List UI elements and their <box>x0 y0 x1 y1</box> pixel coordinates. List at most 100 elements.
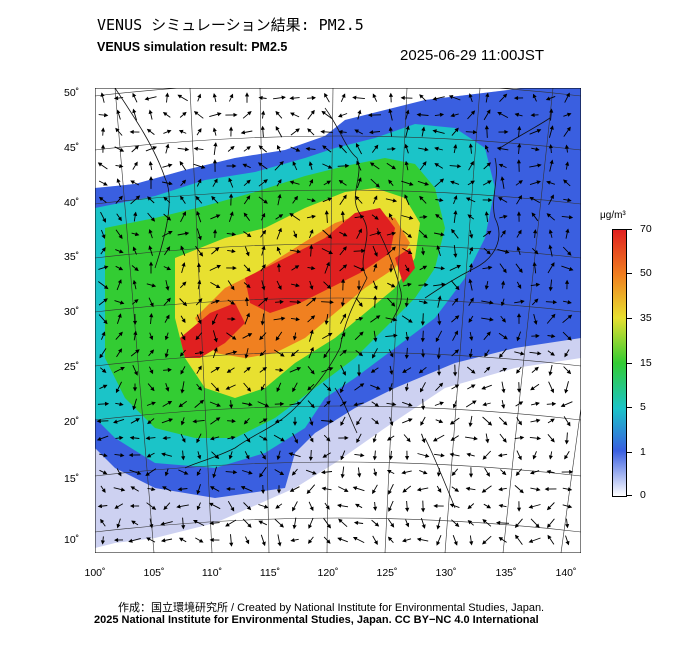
wind-arrowhead <box>168 231 173 235</box>
wind-arrowhead <box>391 246 396 251</box>
wind-arrowhead <box>356 372 362 377</box>
wind-arrowhead <box>177 487 182 492</box>
wind-arrowhead <box>405 109 410 115</box>
wind-arrowhead <box>514 112 520 117</box>
wind-arrowhead <box>198 298 203 303</box>
wind-arrowhead <box>482 402 487 407</box>
wind-arrowhead <box>432 437 438 442</box>
wind-arrowhead <box>515 471 521 476</box>
lat-label: 40˚ <box>64 197 80 209</box>
wind-arrowhead <box>358 316 364 321</box>
wind-arrowhead <box>548 287 553 292</box>
wind-arrowhead <box>129 129 134 135</box>
wind-arrowhead <box>295 317 300 322</box>
wind-arrowhead <box>449 503 455 508</box>
wind-arrowhead <box>533 229 538 234</box>
wind-arrowhead <box>326 386 332 392</box>
wind-arrowhead <box>448 95 454 100</box>
wind-arrowhead <box>454 315 460 320</box>
wind-arrowhead <box>327 332 333 337</box>
wind-arrowhead <box>373 540 378 545</box>
wind-arrowhead <box>469 541 474 546</box>
wind-arrowhead <box>455 285 460 291</box>
colorbar-tick-label: 0 <box>640 489 646 501</box>
wind-arrowhead <box>535 401 540 406</box>
colorbar-tick <box>627 273 632 274</box>
wind-arrowhead <box>243 419 249 425</box>
wind-arrowhead <box>311 95 316 101</box>
wind-arrowhead <box>128 538 133 543</box>
wind-arrowhead <box>327 197 333 202</box>
title-en: VENUS simulation result: PM2.5 <box>97 40 288 54</box>
wind-arrowhead <box>356 438 361 444</box>
wind-arrowhead <box>261 541 266 547</box>
wind-arrowhead <box>152 146 158 151</box>
wind-arrowhead <box>340 474 345 479</box>
wind-arrowhead <box>230 300 236 305</box>
wind-arrowhead <box>419 195 424 201</box>
wind-arrowhead <box>289 487 295 492</box>
wind-arrowhead <box>261 264 266 269</box>
wind-arrowhead <box>567 251 572 256</box>
wind-arrowhead <box>309 229 314 234</box>
wind-arrowhead <box>456 264 462 269</box>
wind-arrowhead <box>484 125 489 130</box>
wind-arrowhead <box>422 470 428 475</box>
wind-arrowhead <box>389 421 394 426</box>
wind-arrowhead <box>104 265 109 270</box>
wind-arrowhead <box>231 316 236 322</box>
colorbar-unit: μg/m³ <box>600 210 626 221</box>
wind-arrowhead <box>551 334 556 339</box>
wind-arrowhead <box>135 195 141 200</box>
wind-arrowhead <box>98 196 104 202</box>
wind-arrowhead <box>546 180 551 185</box>
wind-arrowhead <box>226 486 231 492</box>
wind-arrowhead <box>437 488 442 493</box>
wind-arrowhead <box>97 504 103 509</box>
colorbar-tick-label: 35 <box>640 312 652 324</box>
wind-arrowhead <box>134 145 140 150</box>
wind-arrowhead <box>320 129 325 134</box>
wind-arrowhead <box>567 112 572 117</box>
wind-arrowhead <box>439 178 445 183</box>
wind-arrowhead <box>465 486 471 491</box>
wind-arrowhead <box>196 438 201 444</box>
wind-arrowhead <box>275 110 280 116</box>
wind-arrowhead <box>150 386 155 392</box>
wind-arrowhead <box>534 366 539 372</box>
wind-arrowhead <box>102 218 106 223</box>
wind-arrowhead <box>529 470 535 475</box>
wind-arrowhead <box>215 366 220 371</box>
wind-arrowhead <box>179 352 185 357</box>
wind-arrowhead <box>229 211 234 216</box>
wind-arrowhead <box>289 96 294 101</box>
wind-arrowhead <box>181 262 186 267</box>
wind-arrowhead <box>404 456 410 461</box>
wind-arrowhead <box>434 163 439 168</box>
wind-arrowhead <box>338 144 344 149</box>
wind-arrowhead <box>497 453 503 458</box>
wind-arrowhead <box>468 143 473 148</box>
wind-arrowhead <box>216 402 221 407</box>
wind-arrowhead <box>100 540 105 545</box>
wind-arrowhead <box>240 486 246 490</box>
wind-arrowhead <box>178 537 184 542</box>
wind-arrowhead <box>422 161 427 166</box>
wind-arrowhead <box>214 454 220 459</box>
wind-arrowhead <box>454 384 460 389</box>
wind-arrowhead <box>536 487 541 492</box>
wind-arrowhead <box>420 353 426 358</box>
wind-arrowhead <box>422 265 428 270</box>
wind-arrowhead <box>368 113 373 118</box>
wind-arrowhead <box>337 113 343 118</box>
colorbar-tick <box>627 452 632 453</box>
wind-arrowhead <box>390 302 396 307</box>
wind-arrowhead <box>162 112 168 117</box>
wind-arrowhead <box>280 437 285 442</box>
wind-arrowhead <box>263 179 268 184</box>
wind-arrowhead <box>544 486 549 492</box>
lon-label: 125˚ <box>376 567 398 579</box>
wind-arrowhead <box>259 473 264 478</box>
wind-arrowhead <box>247 333 253 338</box>
wind-arrowhead <box>193 519 198 524</box>
